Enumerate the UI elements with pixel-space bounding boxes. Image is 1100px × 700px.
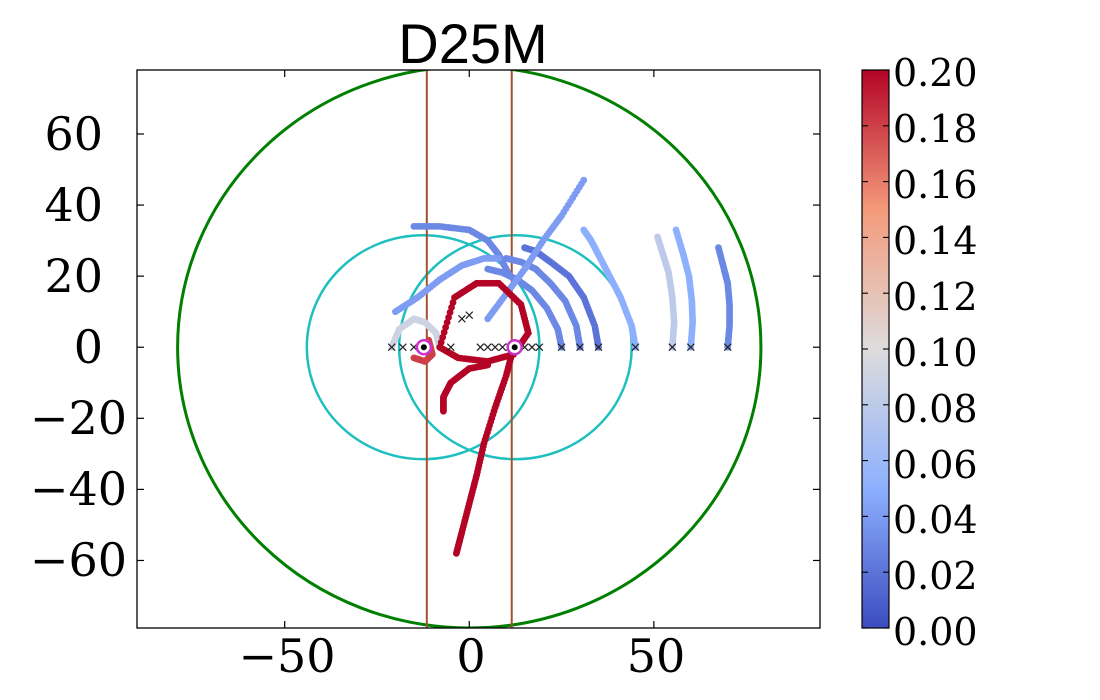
trajectory-arc-70 bbox=[715, 244, 733, 351]
outer-boundary-circle bbox=[176, 70, 763, 628]
trajectory-arc-55 bbox=[654, 233, 678, 351]
launch-marker bbox=[668, 343, 677, 352]
trajectory-arc-25 bbox=[484, 265, 565, 351]
y-tick-label: −20 bbox=[30, 391, 127, 445]
plot-area bbox=[176, 70, 763, 628]
colorbar-tick-label: 0.04 bbox=[893, 498, 978, 542]
inner-circle bbox=[397, 234, 633, 461]
colorbar-tick-label: 0.06 bbox=[893, 443, 978, 487]
trajectory-point bbox=[436, 343, 444, 351]
launch-marker bbox=[465, 311, 474, 320]
colorbar-tick-label: 0.20 bbox=[893, 51, 978, 95]
launch-marker bbox=[631, 343, 640, 352]
trajectory-central-loop bbox=[436, 279, 532, 365]
launch-marker-stroke bbox=[668, 343, 677, 352]
launch-marker bbox=[723, 343, 732, 352]
launch-marker bbox=[398, 343, 407, 352]
trajectory-point bbox=[672, 226, 680, 234]
launch-marker-stroke bbox=[594, 343, 603, 352]
body-core bbox=[511, 344, 518, 351]
launch-marker bbox=[457, 314, 466, 323]
launch-marker-stroke bbox=[557, 343, 566, 352]
y-tick-label: 60 bbox=[44, 107, 103, 161]
launch-marker bbox=[483, 343, 492, 352]
colorbar-tick-label: 0.16 bbox=[893, 163, 978, 207]
trajectory-point bbox=[495, 254, 503, 262]
launch-marker-stroke bbox=[491, 343, 500, 352]
trajectory-arc-60 bbox=[672, 226, 697, 351]
launch-marker-stroke bbox=[631, 343, 640, 352]
launch-marker-stroke bbox=[535, 343, 544, 352]
trajectory-point bbox=[580, 176, 588, 184]
x-tick-label: −50 bbox=[238, 629, 335, 683]
trajectory-top-hook bbox=[410, 222, 514, 280]
axes-frame bbox=[136, 69, 821, 629]
launch-marker bbox=[446, 343, 455, 352]
launch-marker-stroke bbox=[498, 343, 507, 352]
launch-marker bbox=[476, 343, 485, 352]
body-marker bbox=[415, 338, 433, 356]
y-tick-label: −40 bbox=[30, 462, 127, 516]
y-tick-label: 20 bbox=[44, 249, 103, 303]
chart-title: D25M bbox=[398, 12, 547, 75]
colorbar-ticks bbox=[862, 69, 889, 629]
launch-marker bbox=[686, 343, 695, 352]
launch-marker bbox=[387, 343, 396, 352]
colorbar-tick-label: 0.08 bbox=[893, 387, 978, 431]
launch-marker bbox=[498, 343, 507, 352]
launch-marker-stroke bbox=[723, 343, 732, 352]
trajectory-point bbox=[654, 233, 661, 241]
launch-marker bbox=[594, 343, 603, 352]
colorbar-tick-label: 0.00 bbox=[893, 610, 978, 654]
y-tick-label: −60 bbox=[30, 533, 127, 587]
launch-marker-stroke bbox=[465, 311, 474, 320]
colorbar-tick-label: 0.18 bbox=[893, 107, 978, 151]
body-core bbox=[420, 344, 427, 351]
y-tick-label: 40 bbox=[44, 178, 103, 232]
trajectory-point bbox=[410, 354, 418, 362]
colorbar-tick-label: 0.10 bbox=[893, 331, 978, 375]
trajectory-diagonal-jet bbox=[484, 176, 588, 323]
trajectory-left-tail bbox=[440, 361, 492, 415]
colorbar-tick-label: 0.12 bbox=[893, 275, 978, 319]
trajectory-point bbox=[715, 244, 722, 252]
launch-marker bbox=[576, 343, 584, 352]
y-tick-label: 0 bbox=[74, 320, 103, 374]
x-tick-label: 0 bbox=[456, 629, 485, 683]
launch-marker-stroke bbox=[528, 343, 536, 352]
launch-marker-stroke bbox=[398, 343, 407, 352]
trajectory-point bbox=[521, 244, 529, 252]
colorbar-tick-label: 0.02 bbox=[893, 554, 978, 598]
x-tick-label: 50 bbox=[627, 629, 686, 683]
axis-ticks bbox=[137, 70, 820, 628]
trajectory-point bbox=[452, 549, 460, 557]
trajectory-left-arc bbox=[392, 254, 503, 316]
launch-marker-stroke bbox=[387, 343, 396, 352]
trajectory-point bbox=[580, 226, 588, 234]
launch-marker-stroke bbox=[457, 314, 466, 323]
launch-marker bbox=[491, 343, 500, 352]
launch-marker-stroke bbox=[686, 343, 695, 352]
trajectory-point bbox=[440, 407, 447, 415]
body-marker bbox=[506, 338, 523, 356]
trajectory-point bbox=[506, 272, 514, 280]
trajectory-arc-45 bbox=[580, 226, 639, 351]
colorbar-tick-label: 0.14 bbox=[893, 219, 978, 263]
launch-marker-stroke bbox=[476, 343, 485, 352]
launch-marker-stroke bbox=[576, 343, 584, 352]
launch-marker-stroke bbox=[483, 343, 492, 352]
launch-marker bbox=[557, 343, 566, 352]
launch-marker bbox=[535, 343, 544, 352]
trajectory-point bbox=[484, 265, 492, 273]
launch-marker-stroke bbox=[446, 343, 455, 352]
launch-marker bbox=[528, 343, 536, 352]
